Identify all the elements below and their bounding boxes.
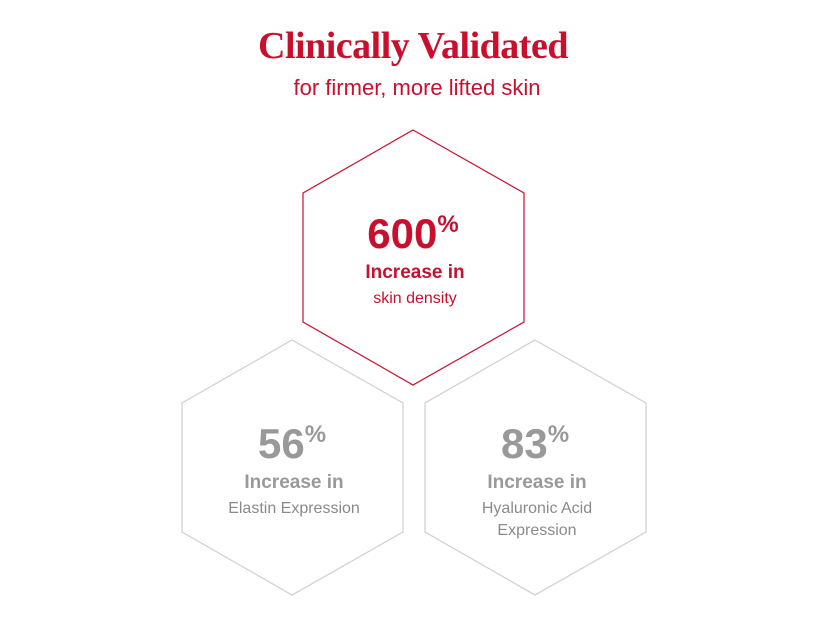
stat-detail: Elastin Expression [228, 500, 360, 517]
stat-detail: skin density [373, 290, 457, 307]
title: Clinically Validated [258, 25, 568, 67]
stat-number: 56 [258, 420, 305, 467]
stat-value: 600% [367, 210, 458, 257]
stat-value: 83% [501, 420, 569, 467]
stat-detail: Expression [497, 522, 576, 539]
stat-unit: % [305, 421, 326, 448]
stat-headline: Increase in [487, 472, 586, 493]
stat-number: 83 [501, 420, 548, 467]
hexagon [181, 339, 404, 596]
stat-value: 56% [258, 420, 326, 467]
stat-headline: Increase in [244, 472, 343, 493]
subtitle: for firmer, more lifted skin [294, 75, 541, 100]
stat-number: 600 [367, 210, 437, 257]
stat-unit: % [437, 211, 458, 238]
stat-detail: Hyaluronic Acid [482, 500, 592, 517]
stat-unit: % [548, 421, 569, 448]
hexagon [302, 129, 525, 386]
stats: 600% Increase in skin density 56% Increase i… [228, 210, 592, 539]
stat-headline: Increase in [365, 262, 464, 283]
hexagon [424, 339, 647, 596]
